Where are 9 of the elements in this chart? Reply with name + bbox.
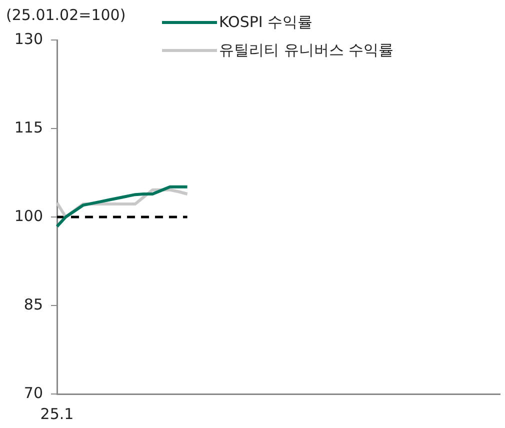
x-tick-label: 25.1 — [40, 404, 74, 423]
legend-label: 유틸리티 유니버스 수익률 — [219, 40, 394, 60]
y-axis-title: (25.01.02=100) — [6, 6, 126, 24]
y-tick-label: 70 — [24, 384, 43, 402]
legend-label: KOSPI 수익률 — [219, 12, 313, 32]
y-tick-label: 130 — [14, 30, 43, 48]
y-tick-label: 100 — [14, 206, 43, 225]
y-tick-label: 115 — [14, 118, 43, 136]
y-tick-label: 85 — [24, 295, 43, 314]
